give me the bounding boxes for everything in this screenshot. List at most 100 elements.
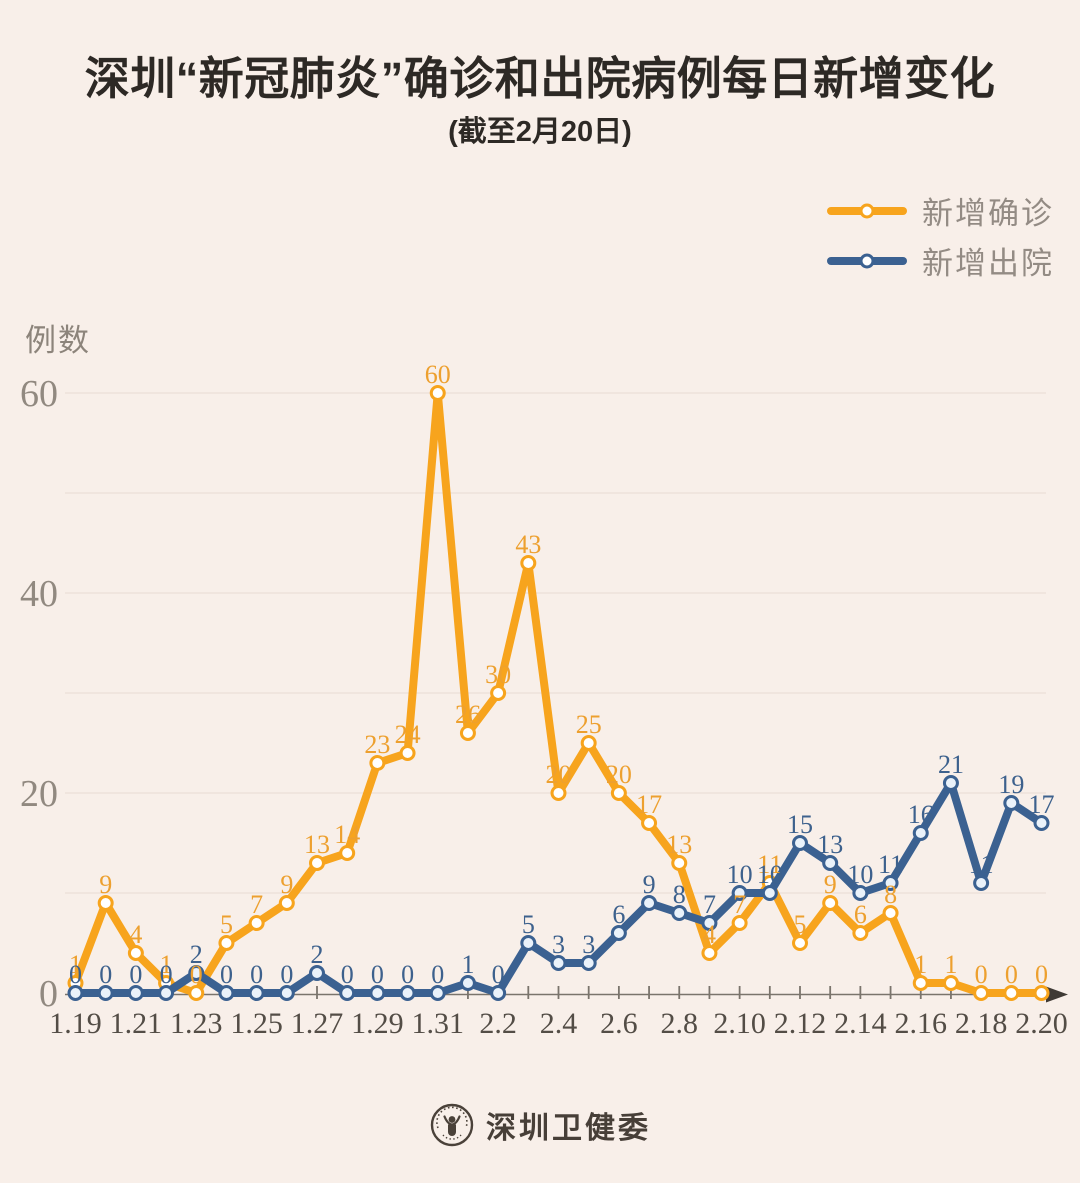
confirmed-data-label: 9 xyxy=(824,870,837,899)
brand-name: 深圳卫健委 xyxy=(486,1112,651,1145)
y-axis-labels: 0 20 40 60 xyxy=(20,373,58,1015)
discharged-data-point-marker xyxy=(459,975,476,991)
discharged-data-label: 5 xyxy=(522,910,535,939)
confirmed-data-point-marker xyxy=(973,985,990,1001)
confirmed-line-swatch-icon xyxy=(827,203,907,218)
discharged-data-point-marker xyxy=(761,885,778,901)
y-tick-label: 20 xyxy=(20,773,58,815)
discharged-data-label: 11 xyxy=(969,850,994,879)
confirmed-data-label: 17 xyxy=(636,790,662,819)
legend-item-confirmed: 新增确诊 xyxy=(827,192,1054,231)
confirmed-data-point-marker xyxy=(942,975,959,991)
gridlines xyxy=(65,392,1046,894)
discharged-data-point-marker xyxy=(188,965,205,981)
confirmed-data-point-marker xyxy=(580,735,597,751)
confirmed-data-label: 20 xyxy=(546,760,572,789)
discharged-data-point-marker xyxy=(127,985,144,1001)
discharged-data-point-marker xyxy=(1033,815,1050,831)
confirmed-data-label: 13 xyxy=(304,830,330,859)
discharged-data-label: 16 xyxy=(908,800,934,829)
discharged-data-point-marker xyxy=(822,855,839,871)
discharged-data-label: 10 xyxy=(847,860,873,889)
discharged-data-point-marker xyxy=(882,875,899,891)
discharged-data-label: 1 xyxy=(461,950,474,979)
discharged-data-point-marker xyxy=(731,885,748,901)
confirmed-data-point-marker xyxy=(339,845,356,861)
confirmed-data-label: 0 xyxy=(190,960,203,989)
discharged-data-point-marker xyxy=(67,985,84,1001)
x-tick-label: 2.12 xyxy=(774,1007,827,1040)
legend-label-discharged: 新增出院 xyxy=(922,246,1054,281)
x-tick-label: 2.4 xyxy=(540,1007,578,1040)
x-tick-label: 1.31 xyxy=(412,1007,465,1040)
discharged-data-label: 0 xyxy=(492,960,505,989)
confirmed-data-label: 5 xyxy=(220,910,233,939)
discharged-data-point-marker xyxy=(641,895,658,911)
confirmed-data-label: 24 xyxy=(395,720,421,749)
discharged-data-point-marker xyxy=(550,955,567,971)
discharged-data-label: 0 xyxy=(250,960,263,989)
x-axis-labels: 1.19 1.21 1.23 1.25 1.27 1.29 1.31 2.2 2.4 2.6 2.8… xyxy=(49,1007,1068,1040)
confirmed-data-label: 6 xyxy=(854,900,867,929)
confirmed-data-point-marker xyxy=(429,385,446,401)
confirmed-data-label: 1 xyxy=(914,950,927,979)
discharged-data-label: 0 xyxy=(69,960,82,989)
confirmed-data-point-marker xyxy=(127,945,144,961)
confirmed-data-label: 7 xyxy=(250,890,263,919)
discharged-data-point-marker xyxy=(369,985,386,1001)
discharged-data-point-marker xyxy=(218,985,235,1001)
discharged-data-label: 0 xyxy=(220,960,233,989)
discharged-data-point-marker xyxy=(429,985,446,1001)
confirmed-data-label: 11 xyxy=(757,850,782,879)
confirmed-data-label: 43 xyxy=(515,530,541,559)
y-tick-label: 60 xyxy=(20,373,58,415)
x-tick-label: 2.10 xyxy=(713,1007,766,1040)
confirmed-data-point-marker xyxy=(218,935,235,951)
confirmed-data-label: 9 xyxy=(99,870,112,899)
confirmed-data-label: 60 xyxy=(425,360,451,389)
discharged-data-point-marker xyxy=(942,775,959,791)
discharged-data-label: 0 xyxy=(160,960,173,989)
discharged-data-point-marker xyxy=(158,985,175,1001)
confirmed-data-label: 30 xyxy=(485,660,511,689)
discharged-marker-dot-icon xyxy=(859,253,875,268)
discharged-data-label: 6 xyxy=(612,900,625,929)
confirmed-data-point-marker xyxy=(97,895,114,911)
page-subtitle: (截至2月20日) xyxy=(448,116,632,148)
confirmed-data-label: 7 xyxy=(733,890,746,919)
legend: 新增确诊 新增出院 xyxy=(827,192,1054,281)
confirmed-data-label: 23 xyxy=(364,730,390,759)
discharged-data-label: 7 xyxy=(703,890,716,919)
discharged-data-point-marker xyxy=(399,985,416,1001)
confirmed-data-point-marker xyxy=(1003,985,1020,1001)
confirmed-data-point-marker xyxy=(550,785,567,801)
confirmed-data-point-marker xyxy=(278,895,295,911)
confirmed-data-point-marker xyxy=(731,915,748,931)
confirmed-data-label: 14 xyxy=(334,820,360,849)
discharged-data-point-marker xyxy=(580,955,597,971)
axis-arrow-icon xyxy=(1046,986,1068,1003)
confirmed-data-point-marker xyxy=(1033,985,1050,1001)
confirmed-data-point-marker xyxy=(520,555,537,571)
confirmed-data-point-marker xyxy=(882,905,899,921)
discharged-data-label: 21 xyxy=(938,750,964,779)
x-tick-label: 1.25 xyxy=(230,1007,283,1040)
discharged-data-point-marker xyxy=(278,985,295,1001)
y-axis-title: 例数 xyxy=(25,323,91,358)
discharged-data-point-marker xyxy=(520,935,537,951)
health-commission-seal-icon xyxy=(430,1103,474,1147)
discharged-data-label: 0 xyxy=(129,960,142,989)
discharged-data-point-marker xyxy=(490,985,507,1001)
confirmed-data-label: 20 xyxy=(606,760,632,789)
discharged-data-point-marker xyxy=(912,825,929,841)
x-tick-label: 1.23 xyxy=(170,1007,223,1040)
legend-item-discharged: 新增出院 xyxy=(827,242,1054,281)
x-tick-label: 2.2 xyxy=(479,1007,517,1040)
confirmed-data-label: 9 xyxy=(280,870,293,899)
confirmed-data-point-marker xyxy=(701,945,718,961)
x-tick-label: 1.27 xyxy=(291,1007,344,1040)
confirmed-data-point-marker xyxy=(852,925,869,941)
x-tick-label: 2.8 xyxy=(661,1007,699,1040)
x-tick-label: 2.16 xyxy=(895,1007,948,1040)
